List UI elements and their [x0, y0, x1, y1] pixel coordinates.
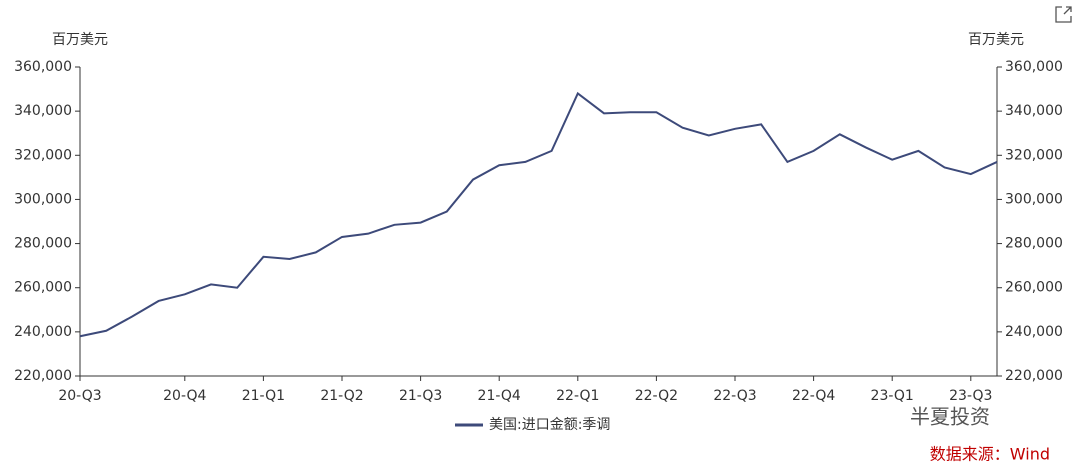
y2-tick-label: 220,000 [1005, 368, 1063, 384]
x-tick-label: 20-Q3 [58, 388, 101, 404]
x-tick-label: 22-Q4 [792, 388, 835, 404]
expand-icon[interactable] [1055, 6, 1072, 23]
x-tick-label: 21-Q2 [320, 388, 363, 404]
y-axis-title: 百万美元 [52, 32, 108, 48]
y-tick-label: 240,000 [14, 324, 72, 340]
source-note: 数据来源：Wind [930, 445, 1050, 464]
x-tick-label: 21-Q4 [478, 388, 521, 404]
y-tick-label: 360,000 [14, 59, 72, 75]
y2-tick-label: 300,000 [1005, 191, 1063, 207]
x-tick-label: 23-Q3 [949, 388, 992, 404]
x-tick-label: 20-Q4 [163, 388, 206, 404]
y-tick-label: 280,000 [14, 236, 72, 252]
x-tick-label: 23-Q1 [871, 388, 914, 404]
y2-axis-title: 百万美元 [968, 32, 1024, 48]
y-tick-label: 300,000 [14, 191, 72, 207]
y-tick-label: 320,000 [14, 147, 72, 163]
x-tick-label: 22-Q2 [635, 388, 678, 404]
y2-tick-label: 360,000 [1005, 59, 1063, 75]
x-tick-label: 21-Q1 [242, 388, 285, 404]
y-tick-label: 260,000 [14, 280, 72, 296]
legend-label: 美国:进口金额:季调 [489, 417, 610, 433]
y2-tick-label: 240,000 [1005, 324, 1063, 340]
y-tick-label: 220,000 [14, 368, 72, 384]
watermark: 半夏投资 [910, 405, 990, 429]
y2-tick-label: 320,000 [1005, 147, 1063, 163]
y2-tick-label: 260,000 [1005, 280, 1063, 296]
y2-tick-label: 280,000 [1005, 236, 1063, 252]
y-tick-label: 340,000 [14, 103, 72, 119]
x-tick-label: 21-Q3 [399, 388, 442, 404]
x-tick-label: 22-Q1 [556, 388, 599, 404]
series-line [79, 91, 998, 338]
y2-tick-label: 340,000 [1005, 103, 1063, 119]
x-tick-label: 22-Q3 [713, 388, 756, 404]
